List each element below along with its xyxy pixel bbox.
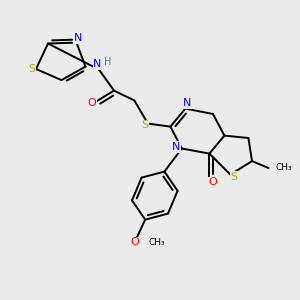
Text: N: N (74, 33, 82, 43)
Text: S: S (141, 120, 148, 130)
Text: N: N (93, 59, 102, 69)
Text: O: O (208, 177, 217, 187)
Text: O: O (130, 237, 140, 248)
Text: N: N (183, 98, 191, 108)
Text: H: H (104, 57, 112, 67)
Text: N: N (172, 142, 181, 152)
Text: CH₃: CH₃ (275, 164, 292, 172)
Text: S: S (230, 172, 238, 182)
Text: S: S (28, 64, 35, 74)
Text: CH₃: CH₃ (148, 238, 165, 247)
Text: O: O (87, 98, 96, 108)
